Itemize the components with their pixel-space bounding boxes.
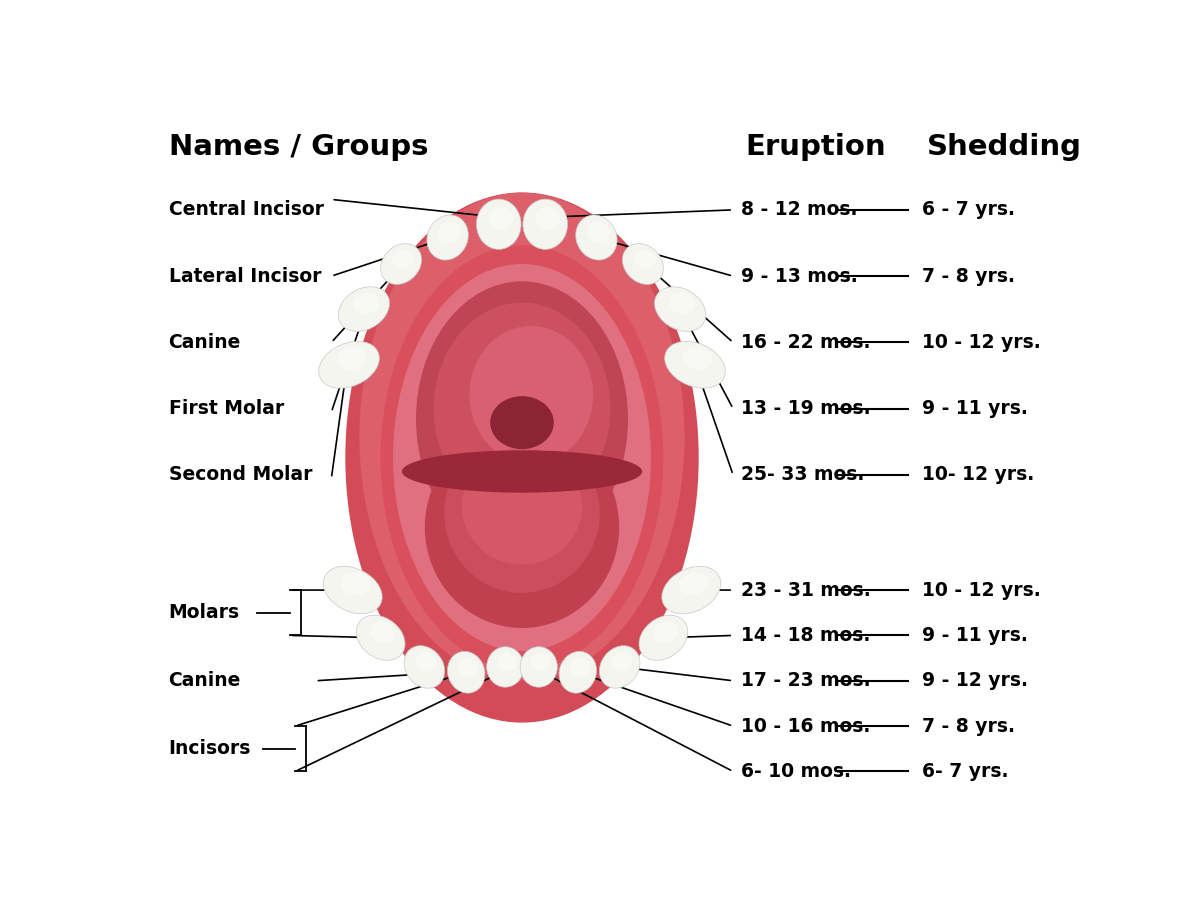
Ellipse shape — [462, 448, 582, 564]
Ellipse shape — [570, 658, 590, 677]
Text: 9 - 11 yrs.: 9 - 11 yrs. — [922, 626, 1027, 645]
Ellipse shape — [415, 652, 437, 671]
Ellipse shape — [337, 347, 366, 370]
Ellipse shape — [587, 222, 610, 242]
Ellipse shape — [353, 293, 379, 313]
Ellipse shape — [438, 222, 461, 242]
Text: 9 - 13 mos.: 9 - 13 mos. — [740, 266, 857, 285]
Ellipse shape — [665, 342, 725, 388]
Ellipse shape — [530, 653, 551, 671]
Ellipse shape — [679, 573, 708, 595]
Text: 6 - 7 yrs.: 6 - 7 yrs. — [922, 200, 1015, 219]
Ellipse shape — [346, 192, 698, 723]
Ellipse shape — [394, 264, 650, 651]
Ellipse shape — [476, 199, 521, 249]
Text: 7 - 8 yrs.: 7 - 8 yrs. — [922, 717, 1015, 736]
Text: Lateral Incisor: Lateral Incisor — [168, 266, 322, 285]
Text: 10- 12 yrs.: 10- 12 yrs. — [922, 466, 1034, 485]
Text: 9 - 11 yrs.: 9 - 11 yrs. — [922, 400, 1027, 419]
Text: Canine: Canine — [168, 333, 241, 352]
Ellipse shape — [559, 651, 596, 693]
Text: 16 - 22 mos.: 16 - 22 mos. — [740, 333, 870, 352]
Text: 6- 10 mos.: 6- 10 mos. — [740, 762, 851, 781]
Ellipse shape — [380, 246, 664, 670]
Text: Second Molar: Second Molar — [168, 466, 312, 485]
Ellipse shape — [520, 647, 557, 687]
Ellipse shape — [535, 207, 559, 229]
Ellipse shape — [487, 647, 524, 687]
Text: Shedding: Shedding — [926, 133, 1081, 161]
Ellipse shape — [654, 287, 706, 332]
Ellipse shape — [360, 193, 684, 680]
Text: 8 - 12 mos.: 8 - 12 mos. — [740, 200, 857, 219]
Ellipse shape — [469, 326, 593, 464]
Text: Canine: Canine — [168, 671, 241, 690]
Text: 10 - 12 yrs.: 10 - 12 yrs. — [922, 333, 1040, 352]
Ellipse shape — [523, 199, 568, 249]
Text: Molars: Molars — [168, 603, 240, 622]
Ellipse shape — [662, 566, 721, 614]
Text: 23 - 31 mos.: 23 - 31 mos. — [740, 581, 870, 600]
Ellipse shape — [623, 244, 664, 284]
Ellipse shape — [611, 652, 632, 671]
Ellipse shape — [490, 396, 554, 449]
Text: 6- 7 yrs.: 6- 7 yrs. — [922, 762, 1008, 781]
Ellipse shape — [356, 615, 406, 660]
Ellipse shape — [433, 303, 611, 515]
Ellipse shape — [653, 622, 678, 642]
Text: 7 - 8 yrs.: 7 - 8 yrs. — [922, 266, 1015, 285]
Text: 25- 33 mos.: 25- 33 mos. — [740, 466, 864, 485]
Ellipse shape — [634, 250, 655, 268]
Text: Incisors: Incisors — [168, 739, 251, 758]
Ellipse shape — [323, 566, 382, 614]
Text: 17 - 23 mos.: 17 - 23 mos. — [740, 671, 870, 690]
Text: 14 - 18 mos.: 14 - 18 mos. — [740, 626, 870, 645]
Ellipse shape — [319, 342, 379, 388]
Ellipse shape — [380, 244, 421, 284]
Text: First Molar: First Molar — [168, 400, 284, 419]
Ellipse shape — [599, 646, 640, 689]
Ellipse shape — [370, 622, 396, 642]
Ellipse shape — [497, 653, 517, 671]
Ellipse shape — [425, 427, 619, 628]
Text: 10 - 16 mos.: 10 - 16 mos. — [740, 717, 870, 736]
Text: 13 - 19 mos.: 13 - 19 mos. — [740, 400, 870, 419]
Ellipse shape — [488, 207, 514, 229]
Ellipse shape — [576, 215, 617, 260]
Ellipse shape — [427, 215, 468, 260]
Text: Names / Groups: Names / Groups — [168, 133, 428, 161]
Ellipse shape — [338, 287, 390, 332]
Ellipse shape — [670, 293, 696, 313]
Text: Eruption: Eruption — [745, 133, 886, 161]
Ellipse shape — [341, 573, 370, 595]
Ellipse shape — [448, 651, 485, 693]
Ellipse shape — [638, 615, 688, 660]
Text: Central Incisor: Central Incisor — [168, 200, 324, 219]
Ellipse shape — [404, 646, 445, 689]
Text: 9 - 12 yrs.: 9 - 12 yrs. — [922, 671, 1028, 690]
Ellipse shape — [444, 434, 600, 593]
Ellipse shape — [392, 250, 414, 268]
Ellipse shape — [402, 450, 642, 493]
Ellipse shape — [416, 281, 628, 557]
Ellipse shape — [458, 658, 479, 677]
Ellipse shape — [683, 347, 713, 370]
Text: 10 - 12 yrs.: 10 - 12 yrs. — [922, 581, 1040, 600]
